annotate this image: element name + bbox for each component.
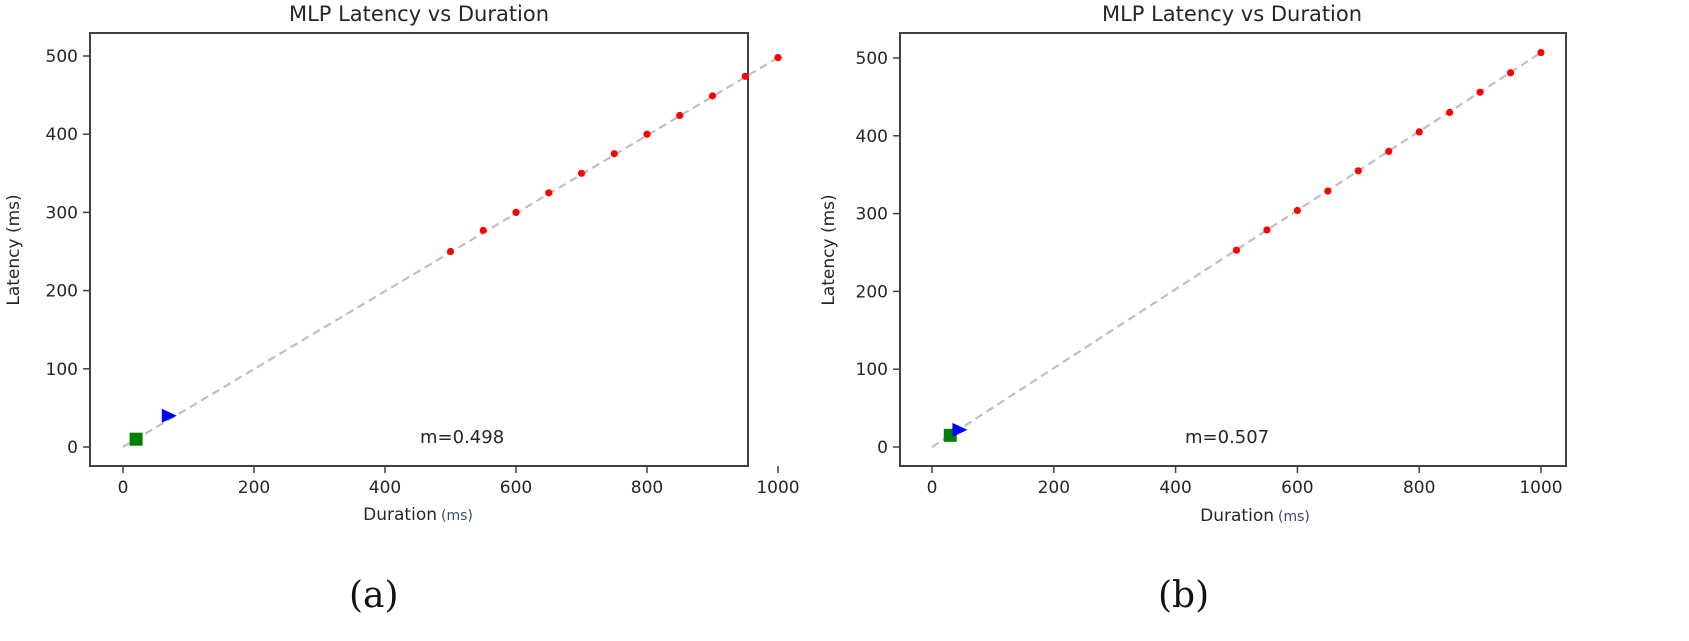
x-tick-label: 400 [369,478,401,498]
chart-title: MLP Latency vs Duration [289,2,549,26]
data-point [512,208,520,216]
y-axis-label: Latency (ms) [4,194,24,305]
caption-b: (b) [1158,575,1210,616]
y-axis-label: Latency (ms) [819,194,839,305]
chart-title: MLP Latency vs Duration [1102,2,1362,26]
caption-a: (a) [349,575,399,616]
x-tick-label: 600 [500,478,532,498]
data-layer [122,53,782,448]
data-point [1354,167,1362,175]
x-axis-label: Duration [363,505,437,525]
data-point [1263,226,1271,234]
data-point [1293,206,1301,215]
y-tick-label: 100 [856,360,888,380]
x-axis-unit: (ms) [441,508,473,524]
data-point [446,247,455,256]
plot-area: 0 200 400 600 800 1000 0 100 200 300 400 500 m=0.4… [46,32,800,498]
y-tick-label: 500 [856,49,888,69]
data-point [774,53,782,62]
data-point [1476,88,1484,96]
y-tick-label: 100 [46,360,78,380]
x-tick-label: 800 [631,478,663,498]
x-tick-label: 200 [238,478,270,498]
axes-frame [89,32,749,467]
data-point [1232,246,1241,254]
y-tick-label: 300 [856,205,888,225]
y-tick-label: 200 [46,282,78,302]
data-point [1415,128,1423,136]
data-point [479,226,487,234]
y-tick-label: 200 [856,282,888,302]
x-tick-label: 200 [1038,478,1070,498]
y-axis: 0 100 200 300 400 500 [856,49,900,458]
chart-panel-b: MLP Latency vs Duration 0 200 400 600 800 100… [819,2,1567,526]
x-axis: 0 200 400 600 800 1000 [927,466,1563,498]
x-tick-label: 1000 [756,478,799,498]
y-tick-label: 300 [46,203,78,223]
triangle-marker [952,422,968,437]
data-point [741,72,749,80]
y-axis: 0 100 200 300 400 500 [46,47,90,458]
plot-area: 0 200 400 600 800 1000 0 100 200 300 400 500 m=0.5… [856,32,1567,498]
data-point [610,150,618,158]
data-layer [931,48,1545,448]
x-axis-unit: (ms) [1278,509,1310,525]
data-point [1446,108,1454,117]
data-point [676,111,684,120]
y-tick-label: 400 [856,127,888,147]
x-tick-label: 0 [118,478,129,498]
x-tick-label: 600 [1281,478,1313,498]
x-axis-label: Duration [1200,506,1274,526]
data-point [545,189,553,197]
x-tick-label: 800 [1403,478,1435,498]
chart-b-svg: MLP Latency vs Duration 0 200 400 600 800 100… [819,2,1567,526]
data-point [1385,147,1393,155]
x-tick-label: 400 [1159,478,1191,498]
data-point [1537,48,1545,57]
data-point [643,130,651,138]
x-tick-label: 0 [927,478,938,498]
x-tick-label: 1000 [1519,478,1562,498]
slope-annotation: m=0.507 [1185,427,1269,448]
y-tick-label: 0 [877,438,888,458]
data-point [1506,69,1515,77]
slope-annotation: m=0.498 [420,427,504,448]
data-point [1324,187,1332,195]
fit-line [931,51,1542,448]
x-axis: 0 200 400 600 800 1000 [118,466,800,498]
data-point [577,169,586,177]
chart-panel-a: MLP Latency vs Duration 0 200 400 600 800 100… [0,0,800,560]
y-tick-label: 500 [46,47,78,67]
triangle-marker [161,408,177,423]
y-tick-label: 400 [46,125,78,145]
chart-a-svg: MLP Latency vs Duration 0 200 400 600 800 100… [4,2,800,525]
y-tick-label: 0 [67,438,78,458]
square-marker [129,432,143,446]
data-point [708,92,717,100]
